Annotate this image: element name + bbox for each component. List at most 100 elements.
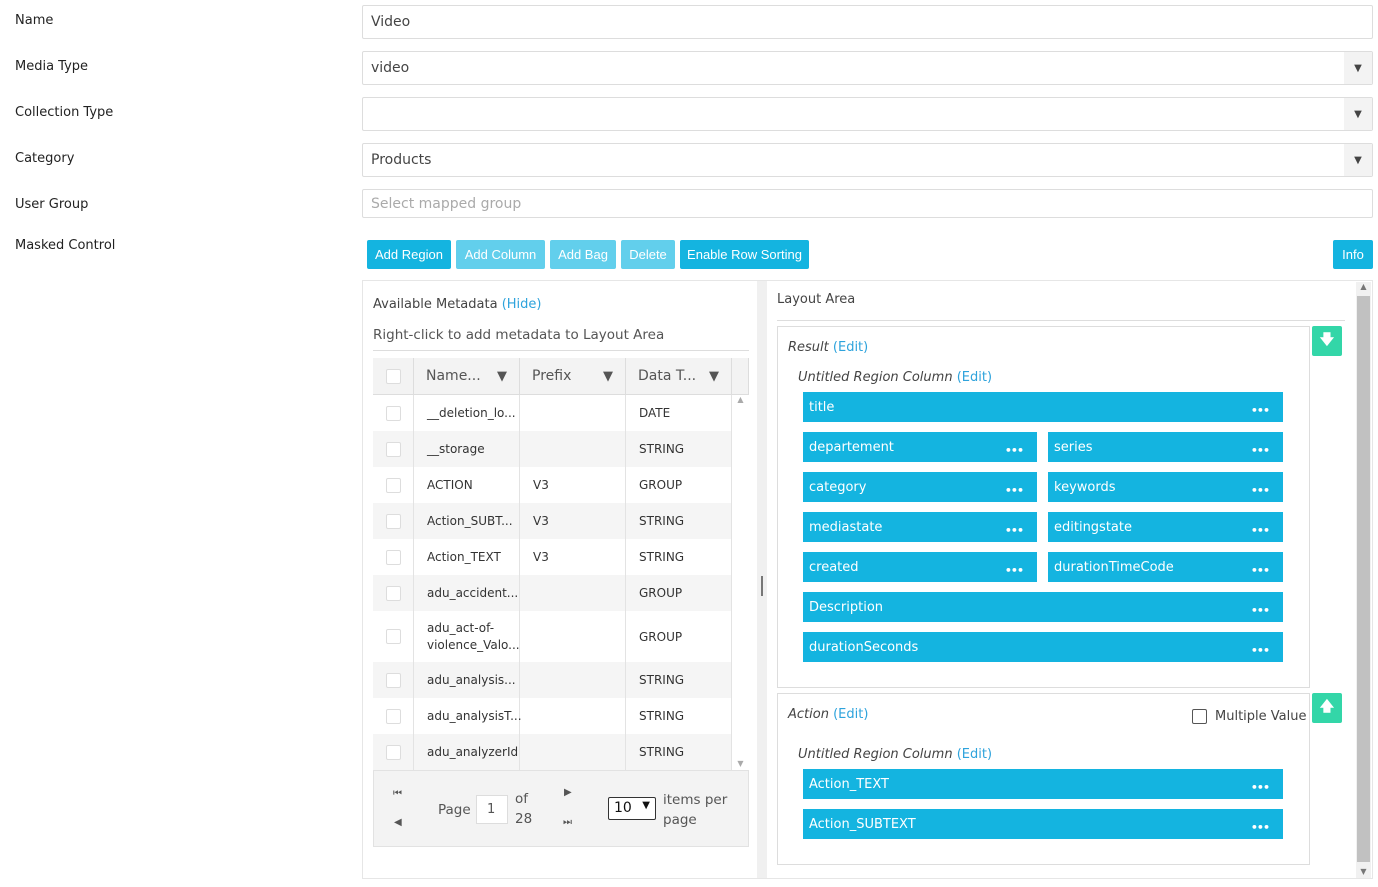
table-row[interactable]: __deletion_lo... DATE — [373, 395, 732, 431]
more-options-icon[interactable]: ••• — [1004, 524, 1024, 537]
add-column-button[interactable]: Add Column — [456, 240, 545, 269]
multiple-value-toggle[interactable]: Multiple Value — [1192, 709, 1306, 724]
layout-field[interactable]: departement ••• — [803, 432, 1037, 462]
row-checkbox[interactable] — [385, 513, 401, 529]
row-select[interactable] — [373, 503, 414, 539]
row-checkbox[interactable] — [385, 441, 401, 457]
row-select[interactable] — [373, 575, 414, 611]
filter-icon[interactable]: ▼ — [603, 368, 613, 384]
info-button[interactable]: Info — [1333, 240, 1373, 269]
move-up-button[interactable]: 🡅 — [1312, 693, 1342, 723]
column-header-name[interactable]: Name... ▼ — [414, 358, 520, 395]
table-scrollbar[interactable]: ▲ ▼ — [732, 395, 749, 770]
more-options-icon[interactable]: ••• — [1250, 524, 1270, 537]
category-select[interactable]: Products ▼ — [362, 143, 1373, 177]
layout-field[interactable]: Action_TEXT ••• — [803, 769, 1283, 799]
more-options-icon[interactable]: ••• — [1250, 564, 1270, 577]
layout-field[interactable]: keywords ••• — [1048, 472, 1283, 502]
column-header-data-type[interactable]: Data T... ▼ — [626, 358, 732, 395]
row-select[interactable] — [373, 698, 414, 734]
edit-link[interactable]: (Edit) — [832, 340, 869, 355]
user-group-input[interactable]: Select mapped group — [362, 189, 1373, 218]
column-header-prefix[interactable]: Prefix ▼ — [520, 358, 626, 395]
row-checkbox[interactable] — [385, 672, 401, 688]
row-select[interactable] — [373, 734, 414, 770]
table-row[interactable]: adu_act-of-violence_Valo... GROUP — [373, 611, 732, 662]
items-per-page-select[interactable]: 10 ▼ — [608, 797, 656, 820]
table-row[interactable]: adu_analysis... STRING — [373, 662, 732, 698]
row-select[interactable] — [373, 395, 414, 431]
layout-field[interactable]: Action_SUBTEXT ••• — [803, 809, 1283, 839]
splitter[interactable] — [757, 281, 767, 878]
layout-field[interactable]: category ••• — [803, 472, 1037, 502]
more-options-icon[interactable]: ••• — [1250, 644, 1270, 657]
more-options-icon[interactable]: ••• — [1250, 604, 1270, 617]
row-checkbox[interactable] — [385, 629, 401, 644]
hide-link[interactable]: (Hide) — [501, 297, 542, 312]
cell-prefix — [520, 431, 626, 467]
more-options-icon[interactable]: ••• — [1250, 444, 1270, 457]
more-options-icon[interactable]: ••• — [1250, 484, 1270, 497]
more-options-icon[interactable]: ••• — [1004, 564, 1024, 577]
more-options-icon[interactable]: ••• — [1004, 484, 1024, 497]
layout-field[interactable]: durationTimeCode ••• — [1048, 552, 1283, 582]
row-select[interactable] — [373, 539, 414, 575]
more-options-icon[interactable]: ••• — [1004, 444, 1024, 457]
row-checkbox[interactable] — [385, 585, 401, 601]
cell-prefix — [520, 575, 626, 611]
delete-button[interactable]: Delete — [621, 240, 675, 269]
select-all-checkbox[interactable] — [385, 368, 401, 384]
add-bag-button[interactable]: Add Bag — [550, 240, 616, 269]
cell-prefix: V3 — [520, 503, 626, 539]
filter-icon[interactable]: ▼ — [497, 368, 507, 384]
prev-page-icon[interactable]: ◀ — [394, 817, 402, 828]
layout-field[interactable]: editingstate ••• — [1048, 512, 1283, 542]
user-group-label: User Group — [15, 197, 89, 212]
edit-link[interactable]: (Edit) — [956, 370, 993, 385]
row-checkbox[interactable] — [385, 549, 401, 565]
multiple-value-checkbox[interactable] — [1192, 709, 1207, 724]
row-checkbox[interactable] — [385, 477, 401, 493]
row-checkbox[interactable] — [385, 708, 401, 724]
table-row[interactable]: __storage STRING — [373, 431, 732, 467]
more-options-icon[interactable]: ••• — [1250, 821, 1270, 834]
table-row[interactable]: ACTION V3 GROUP — [373, 467, 732, 503]
name-input[interactable]: Video — [362, 5, 1373, 39]
first-page-icon[interactable]: ⏮ — [393, 788, 402, 799]
more-options-icon[interactable]: ••• — [1250, 781, 1270, 794]
last-page-icon[interactable]: ⏭ — [563, 817, 572, 828]
layout-field[interactable]: mediastate ••• — [803, 512, 1037, 542]
edit-link[interactable]: (Edit) — [956, 747, 993, 762]
filter-icon[interactable]: ▼ — [709, 368, 719, 384]
media-type-select[interactable]: video ▼ — [362, 51, 1373, 85]
enable-row-sorting-button[interactable]: Enable Row Sorting — [680, 240, 809, 269]
layout-scrollbar[interactable]: ▲ ▼ — [1356, 282, 1371, 878]
layout-field[interactable]: Description ••• — [803, 592, 1283, 622]
layout-field[interactable]: durationSeconds ••• — [803, 632, 1283, 662]
table-row[interactable]: Action_SUBT... V3 STRING — [373, 503, 732, 539]
layout-field[interactable]: title ••• — [803, 392, 1283, 422]
row-select[interactable] — [373, 467, 414, 503]
table-row[interactable]: adu_analysisT... STRING — [373, 698, 732, 734]
field-label: editingstate — [1054, 519, 1132, 535]
add-region-button[interactable]: Add Region — [367, 240, 451, 269]
edit-link[interactable]: (Edit) — [833, 707, 869, 722]
layout-field[interactable]: series ••• — [1048, 432, 1283, 462]
region-result[interactable]: Result (Edit) Untitled Region Column (Ed… — [777, 326, 1310, 688]
next-page-icon[interactable]: ▶ — [564, 787, 572, 798]
more-options-icon[interactable]: ••• — [1250, 404, 1270, 417]
table-row[interactable]: Action_TEXT V3 STRING — [373, 539, 732, 575]
row-checkbox[interactable] — [385, 744, 401, 760]
row-select[interactable] — [373, 611, 414, 662]
table-row[interactable]: adu_analyzerId STRING — [373, 734, 732, 770]
layout-field[interactable]: created ••• — [803, 552, 1037, 582]
move-down-button[interactable]: 🡇 — [1312, 326, 1342, 356]
select-all-header[interactable] — [373, 358, 414, 395]
row-checkbox[interactable] — [385, 405, 401, 421]
row-select[interactable] — [373, 662, 414, 698]
cell-prefix — [520, 611, 626, 662]
table-row[interactable]: adu_accident... GROUP — [373, 575, 732, 611]
collection-type-select[interactable]: ▼ — [362, 97, 1373, 131]
page-input[interactable]: 1 — [476, 795, 508, 824]
row-select[interactable] — [373, 431, 414, 467]
